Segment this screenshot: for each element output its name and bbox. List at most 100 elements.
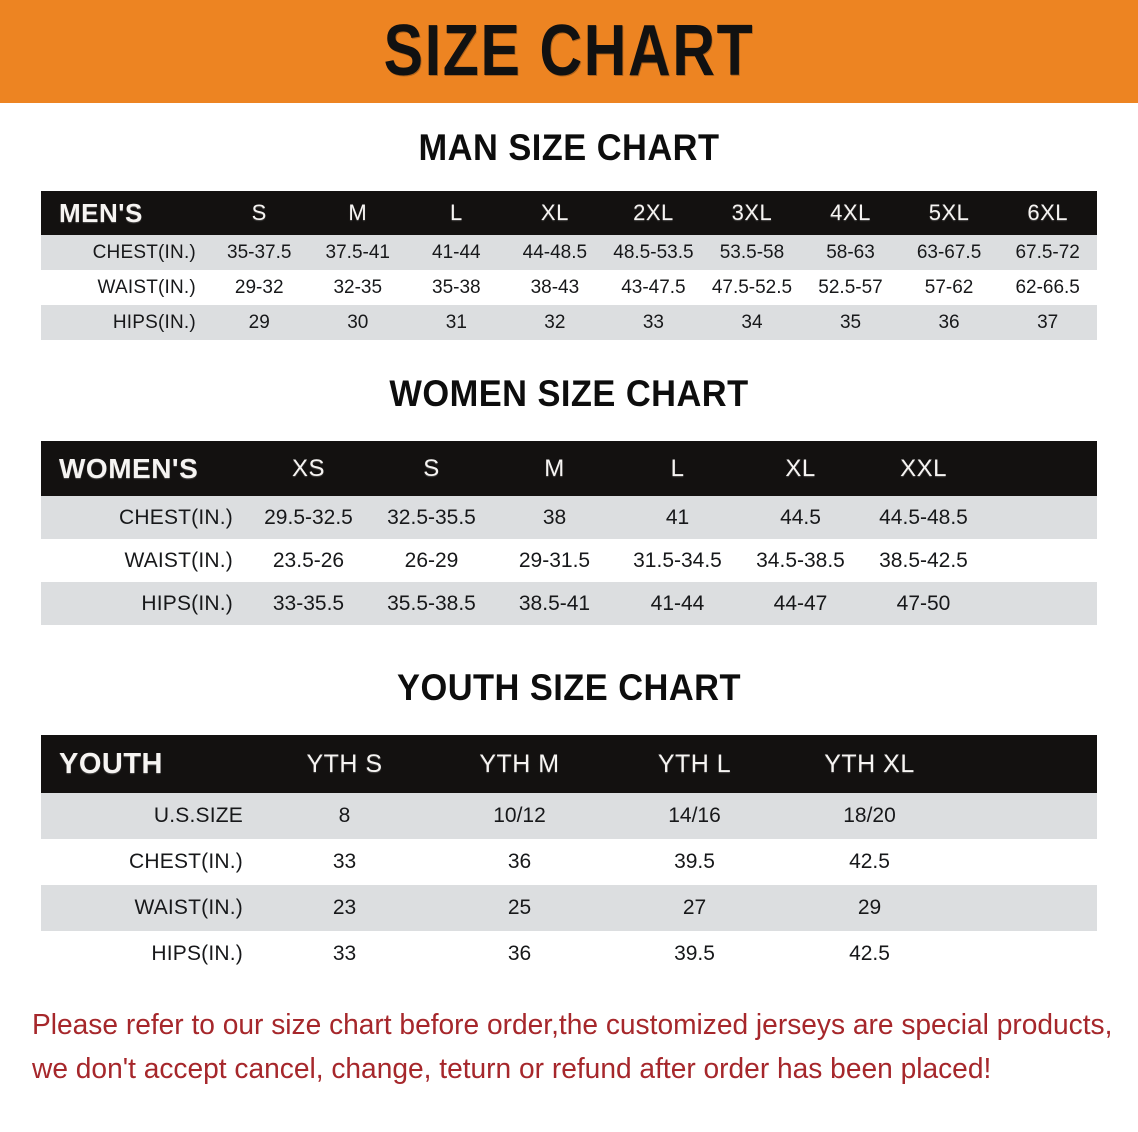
youth-cell-spacer (957, 885, 1097, 931)
man-section-title: MAN SIZE CHART (418, 127, 720, 168)
youth-cell: 42.5 (849, 850, 890, 873)
man-cell: 41-44 (432, 241, 481, 263)
women-header-spacer (985, 441, 1097, 496)
youth-cell: 36 (507, 850, 532, 873)
man-cell: 33 (642, 311, 664, 333)
youth-cell: 33 (332, 942, 357, 965)
women-size-chart-section: WOMEN SIZE CHART WOMEN'S XS S M L XL XXL CHEST(… (0, 373, 1138, 625)
table-row: WAIST(IN.) 29-32 32-35 35-38 38-43 43-47.5 47.… (41, 270, 1097, 305)
youth-row-label: WAIST(IN.) (134, 896, 243, 919)
man-header-size-4: XL (540, 200, 569, 225)
women-cell: 44-47 (773, 591, 828, 615)
man-header-size-6: 3XL (731, 200, 773, 225)
table-row: HIPS(IN.) 33 36 39.5 42.5 (41, 931, 1097, 977)
table-row: HIPS(IN.) 29 30 31 32 33 34 35 36 37 (41, 305, 1097, 340)
women-header-size-3: M (544, 454, 565, 482)
youth-row-label: HIPS(IN.) (151, 942, 243, 965)
women-row-label: HIPS(IN.) (141, 591, 233, 615)
man-cell: 52.5-57 (818, 276, 883, 298)
man-table-body: MEN'S S M L XL 2XL 3XL 4XL 5XL 6XL CHEST(IN.) 35-37… (41, 191, 1097, 340)
order-policy-disclaimer: Please refer to our size chart before or… (32, 1003, 1113, 1091)
table-row: WAIST(IN.) 23 25 27 29 (41, 885, 1097, 931)
man-header-size-1: S (251, 200, 267, 225)
youth-row-label: U.S.SIZE (153, 804, 243, 827)
youth-cell: 23 (332, 896, 357, 919)
man-cell: 30 (347, 311, 369, 333)
man-row-label: WAIST(IN.) (97, 276, 196, 298)
man-cell: 47.5-52.5 (711, 276, 793, 298)
youth-cell-spacer (957, 793, 1097, 839)
banner-title: SIZE CHART (383, 10, 755, 91)
youth-table-body: YOUTH YTH S YTH M YTH L YTH XL U.S.SIZE 8 10/12… (41, 735, 1097, 977)
size-chart-banner: SIZE CHART (0, 0, 1138, 103)
man-cell: 44-48.5 (522, 241, 588, 263)
youth-cell: 36 (507, 942, 532, 965)
man-cell: 58-63 (826, 241, 875, 263)
women-cell: 29-31.5 (518, 548, 591, 572)
women-cell: 33-35.5 (272, 591, 345, 615)
youth-cell: 14/16 (668, 804, 721, 827)
man-cell: 31 (445, 311, 467, 333)
women-cell: 44.5-48.5 (879, 505, 968, 529)
women-cell: 44.5 (780, 505, 821, 529)
women-cell-spacer (985, 496, 1097, 539)
youth-cell: 42.5 (849, 942, 890, 965)
youth-header-size-1: YTH S (306, 749, 383, 778)
table-row: WAIST(IN.) 23.5-26 26-29 29-31.5 31.5-34.5 34… (41, 539, 1097, 582)
women-cell: 38.5-41 (518, 591, 591, 615)
women-row-label: WAIST(IN.) (124, 548, 233, 572)
man-size-table: MEN'S S M L XL 2XL 3XL 4XL 5XL 6XL CHEST(IN.) 35-37… (41, 191, 1097, 340)
table-row: U.S.SIZE 8 10/12 14/16 18/20 (41, 793, 1097, 839)
women-cell: 38 (542, 505, 567, 529)
youth-size-table: YOUTH YTH S YTH M YTH L YTH XL U.S.SIZE 8 10/12… (41, 735, 1097, 977)
youth-cell: 29 (857, 896, 882, 919)
youth-header-spacer (957, 735, 1097, 793)
women-size-table: WOMEN'S XS S M L XL XXL CHEST(IN.) 29.5-32.5 32.5… (41, 441, 1097, 625)
disclaimer-line-1: Please refer to our size chart before or… (32, 1009, 1113, 1041)
women-header-size-4: L (670, 454, 685, 482)
man-header-size-7: 4XL (830, 200, 871, 225)
man-header-size-2: M (348, 200, 368, 225)
youth-cell: 39.5 (674, 850, 715, 873)
women-cell: 32.5-35.5 (387, 505, 476, 529)
man-row-label: CHEST(IN.) (92, 241, 196, 263)
women-cell: 41-44 (650, 591, 705, 615)
man-cell: 35-38 (432, 276, 481, 298)
women-header-title: WOMEN'S (59, 452, 199, 484)
man-header-row: MEN'S S M L XL 2XL 3XL 4XL 5XL 6XL (41, 191, 1097, 235)
women-cell: 26-29 (404, 548, 459, 572)
women-cell: 23.5-26 (272, 548, 345, 572)
man-cell: 35 (839, 311, 862, 333)
women-cell: 41 (665, 505, 690, 529)
disclaimer-line-2: we don't accept cancel, change, teturn o… (32, 1053, 992, 1086)
man-cell: 62-66.5 (1015, 276, 1080, 298)
youth-cell-spacer (957, 839, 1097, 885)
youth-cell: 27 (682, 896, 707, 919)
youth-header-size-3: YTH L (657, 749, 732, 778)
table-row: CHEST(IN.) 33 36 39.5 42.5 (41, 839, 1097, 885)
youth-cell: 39.5 (674, 942, 715, 965)
table-row: CHEST(IN.) 35-37.5 37.5-41 41-44 44-48.5 48.5… (41, 235, 1097, 270)
women-header-size-2: S (423, 454, 440, 482)
women-table-body: WOMEN'S XS S M L XL XXL CHEST(IN.) 29.5-32.5 32.5… (41, 441, 1097, 625)
women-cell: 35.5-38.5 (387, 591, 476, 615)
women-cell: 38.5-42.5 (879, 548, 968, 572)
table-row: CHEST(IN.) 29.5-32.5 32.5-35.5 38 41 44.5 44.5… (41, 496, 1097, 539)
youth-cell: 33 (332, 850, 357, 873)
women-header-size-5: XL (785, 454, 816, 482)
man-header-size-8: 5XL (928, 200, 970, 225)
man-cell: 34 (741, 311, 763, 333)
youth-header-size-4: YTH XL (824, 749, 915, 778)
youth-header-title: YOUTH (59, 747, 163, 780)
man-header-title: MEN'S (59, 197, 143, 228)
man-cell: 36 (938, 311, 960, 333)
man-cell: 43-47.5 (621, 276, 686, 298)
women-header-size-1: XS (291, 454, 325, 482)
man-cell: 37.5-41 (325, 241, 390, 263)
man-cell: 38-43 (530, 276, 580, 298)
man-header-size-5: 2XL (633, 200, 674, 225)
women-cell: 47-50 (896, 591, 951, 615)
youth-cell: 25 (507, 896, 532, 919)
youth-section-title: YOUTH SIZE CHART (397, 667, 741, 708)
women-cell-spacer (985, 539, 1097, 582)
